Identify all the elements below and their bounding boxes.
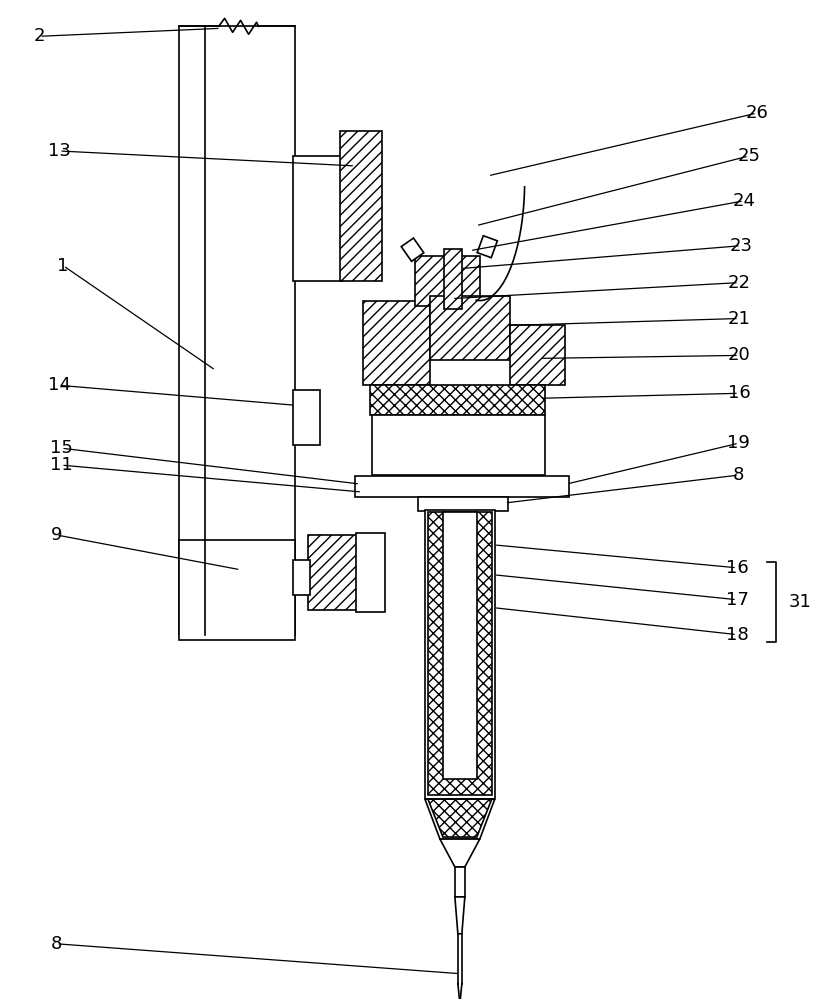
Bar <box>372 415 544 475</box>
Text: 22: 22 <box>726 274 750 292</box>
Text: 24: 24 <box>732 192 755 210</box>
Bar <box>454 867 464 897</box>
Text: 21: 21 <box>726 310 750 328</box>
Text: 26: 26 <box>745 104 767 122</box>
Text: 9: 9 <box>50 526 62 544</box>
Bar <box>370 385 544 415</box>
Text: 15: 15 <box>49 439 73 457</box>
Text: 18: 18 <box>725 626 747 644</box>
Bar <box>293 560 310 595</box>
Bar <box>427 512 492 795</box>
Polygon shape <box>427 799 492 837</box>
Bar <box>425 510 494 799</box>
Text: 8: 8 <box>732 466 744 484</box>
Text: 25: 25 <box>737 147 759 165</box>
Text: 31: 31 <box>788 593 811 611</box>
Bar <box>417 497 507 511</box>
Bar <box>354 476 568 497</box>
Text: 17: 17 <box>725 591 747 609</box>
Bar <box>293 390 320 445</box>
Bar <box>477 236 497 258</box>
Polygon shape <box>440 839 479 867</box>
Bar <box>356 533 385 612</box>
Text: 1: 1 <box>58 257 69 275</box>
Bar <box>179 26 295 635</box>
Text: 16: 16 <box>725 559 747 577</box>
Bar <box>509 325 563 385</box>
Bar <box>340 131 382 281</box>
Text: 11: 11 <box>50 456 73 474</box>
Text: 23: 23 <box>728 237 752 255</box>
Text: 16: 16 <box>726 384 749 402</box>
Text: 14: 14 <box>48 376 70 394</box>
Text: 8: 8 <box>50 935 62 953</box>
Bar <box>430 296 509 360</box>
Text: 13: 13 <box>48 142 70 160</box>
Bar <box>293 156 343 281</box>
Bar <box>363 301 430 385</box>
Bar <box>308 535 358 610</box>
Polygon shape <box>454 897 464 934</box>
Text: 19: 19 <box>726 434 750 452</box>
Bar <box>415 256 479 306</box>
Text: 2: 2 <box>33 27 45 45</box>
Bar <box>400 238 423 261</box>
Bar <box>443 249 461 309</box>
Polygon shape <box>425 799 494 839</box>
Bar <box>442 512 477 779</box>
Bar <box>179 540 295 640</box>
Text: 20: 20 <box>726 346 749 364</box>
